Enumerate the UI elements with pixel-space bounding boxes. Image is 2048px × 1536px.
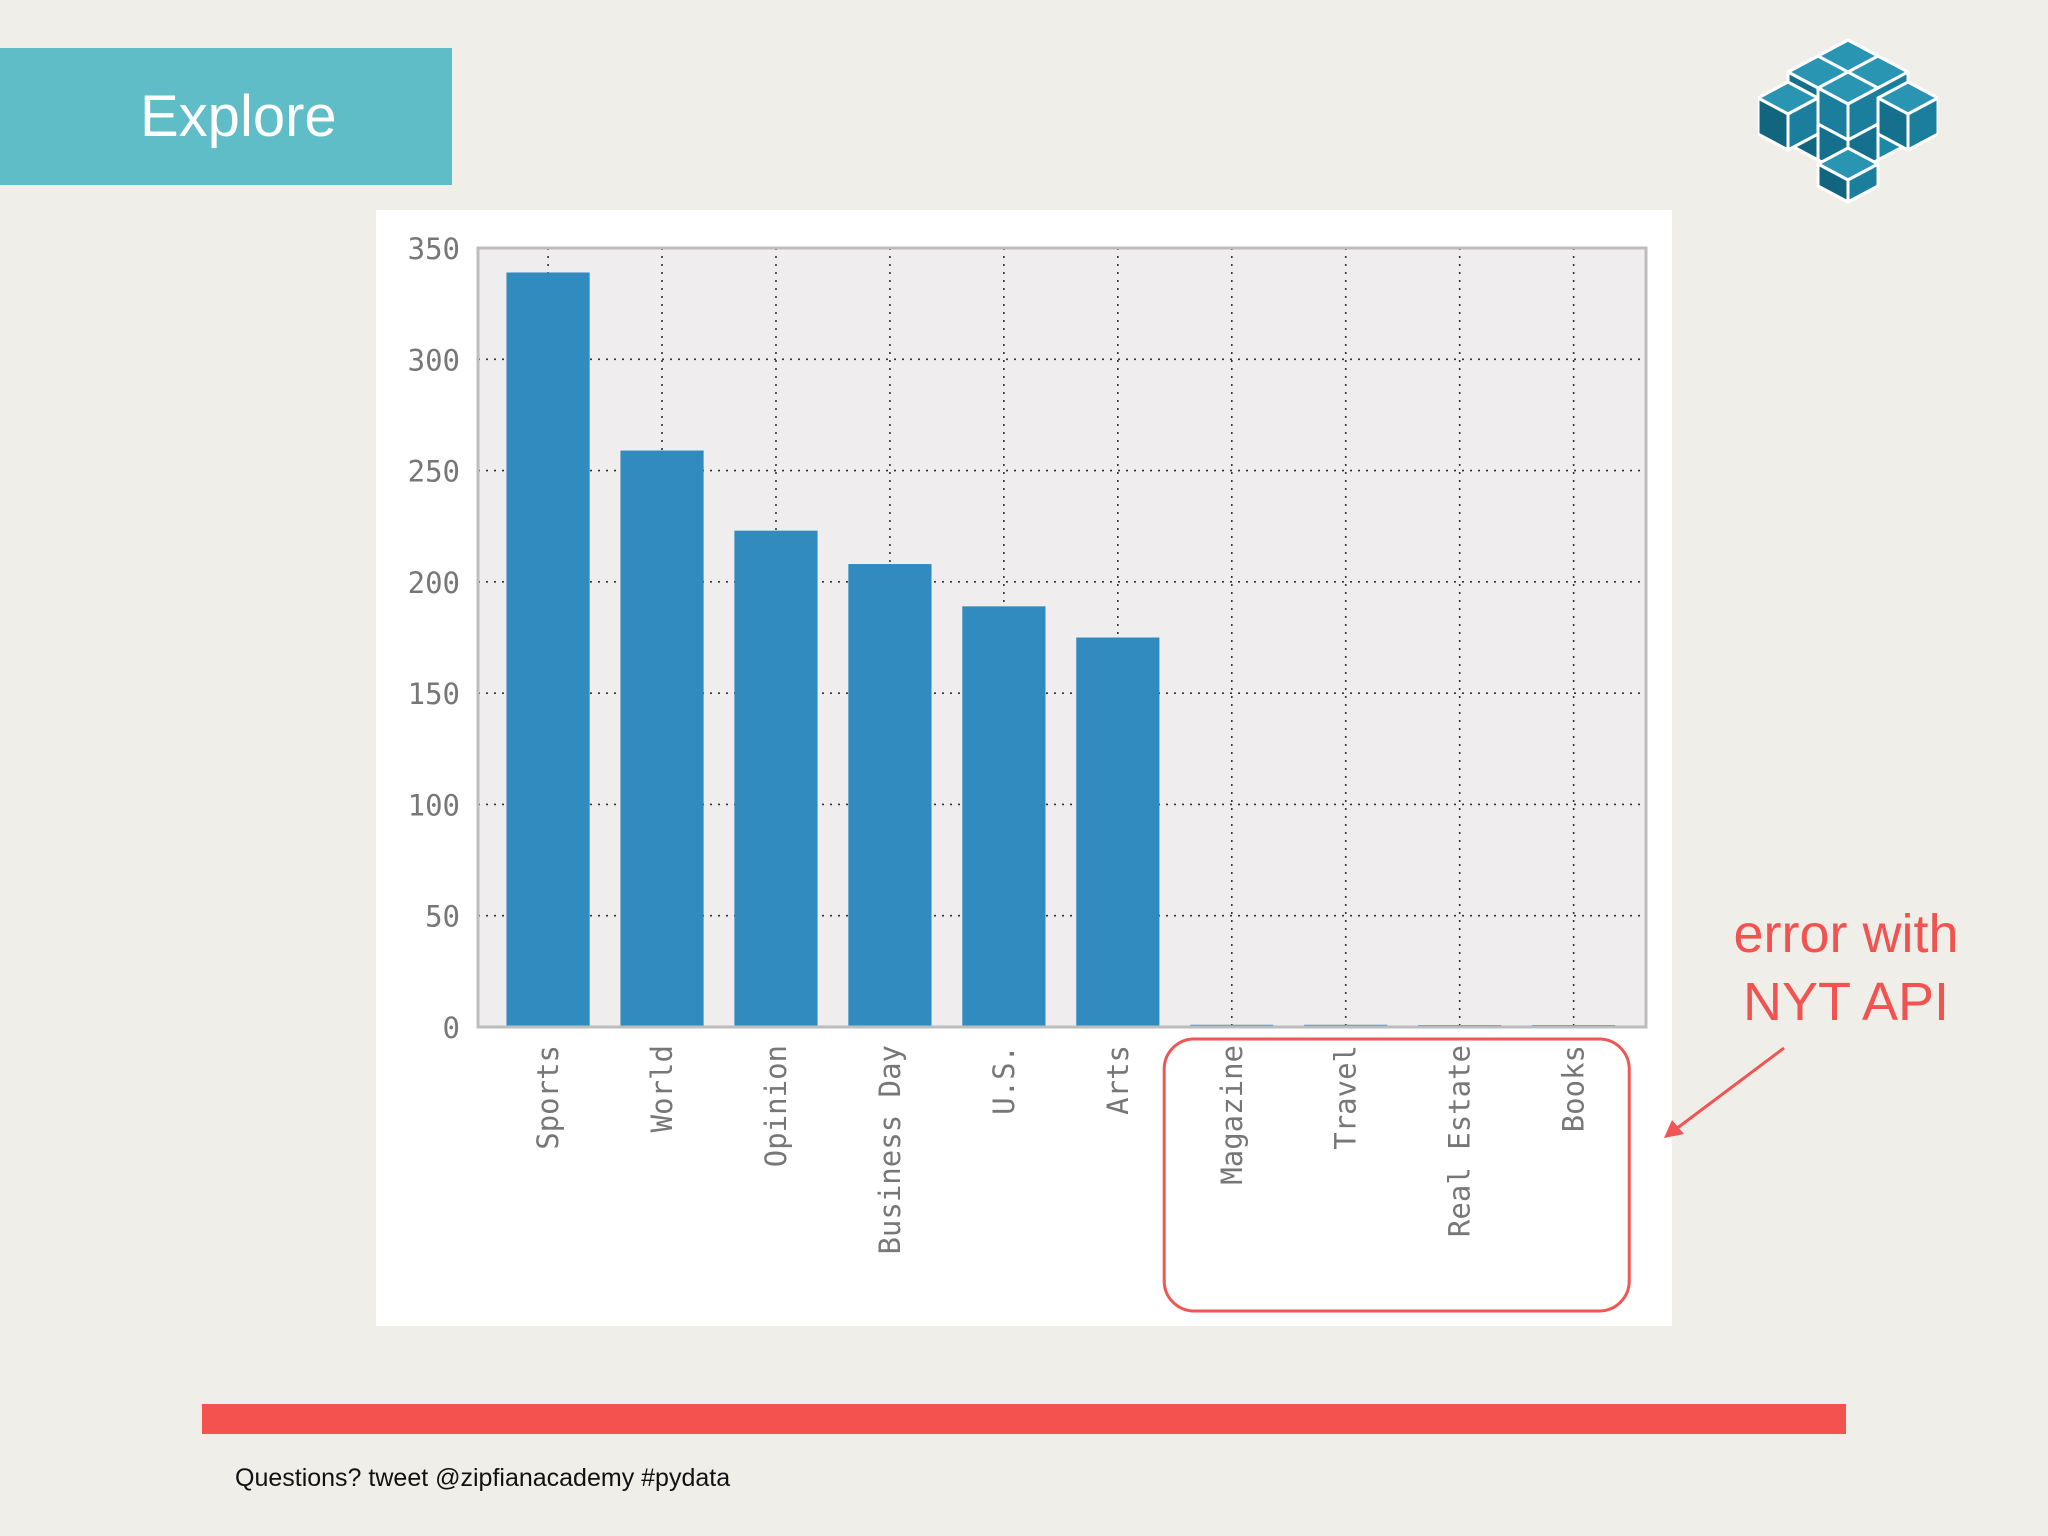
error-callout: error with NYT API (1686, 900, 2006, 1036)
callout-line-1: error with (1733, 904, 1959, 964)
chart-panel: 0 50 100 150 200 250 300 350 Sports World Opinion B… (376, 210, 1672, 1326)
bar-world (620, 450, 704, 1027)
y-tick-label: 250 (408, 455, 460, 489)
x-tick-label: Books (1557, 1045, 1591, 1132)
x-tick-label: Arts (1101, 1045, 1135, 1115)
y-tick-label: 50 (425, 900, 460, 934)
x-tick-label: Opinion (759, 1045, 793, 1167)
bar-arts (1076, 637, 1160, 1027)
callout-line-2: NYT API (1742, 972, 1950, 1032)
footer-text: Questions? tweet @zipfianacademy #pydata (235, 1464, 731, 1492)
x-tick-label: World (645, 1045, 679, 1132)
y-tick-label: 150 (408, 677, 460, 711)
x-tick-label: Real Estate (1443, 1045, 1477, 1237)
x-tick-label: Sports (531, 1045, 565, 1150)
x-tick-label: Magazine (1215, 1045, 1249, 1185)
y-tick-label: 100 (408, 788, 460, 822)
x-tick-label: Travel (1329, 1045, 1363, 1150)
x-tick-label: Business Day (873, 1045, 907, 1255)
y-tick-label: 0 (443, 1011, 460, 1045)
footer-accent-bar (202, 1404, 1846, 1434)
isometric-cube-knot-logo-icon (1758, 38, 1938, 204)
slide-title: Explore (140, 84, 337, 149)
bar-opinion (734, 530, 818, 1027)
arrow-icon (1664, 1046, 1785, 1138)
plot-frame (476, 246, 1648, 1029)
bar-chart: 0 50 100 150 200 250 300 350 Sports World Opinion B… (408, 232, 1648, 1313)
title-banner: Explore (0, 48, 452, 185)
y-tick-label: 300 (408, 343, 460, 377)
highlight-box (1162, 1037, 1631, 1313)
bar-u-s- (962, 606, 1046, 1027)
bar-business-day (848, 564, 932, 1027)
y-tick-label: 350 (408, 232, 460, 266)
bar-sports (506, 272, 590, 1027)
x-tick-label: U.S. (987, 1045, 1021, 1115)
y-tick-label: 200 (408, 566, 460, 600)
